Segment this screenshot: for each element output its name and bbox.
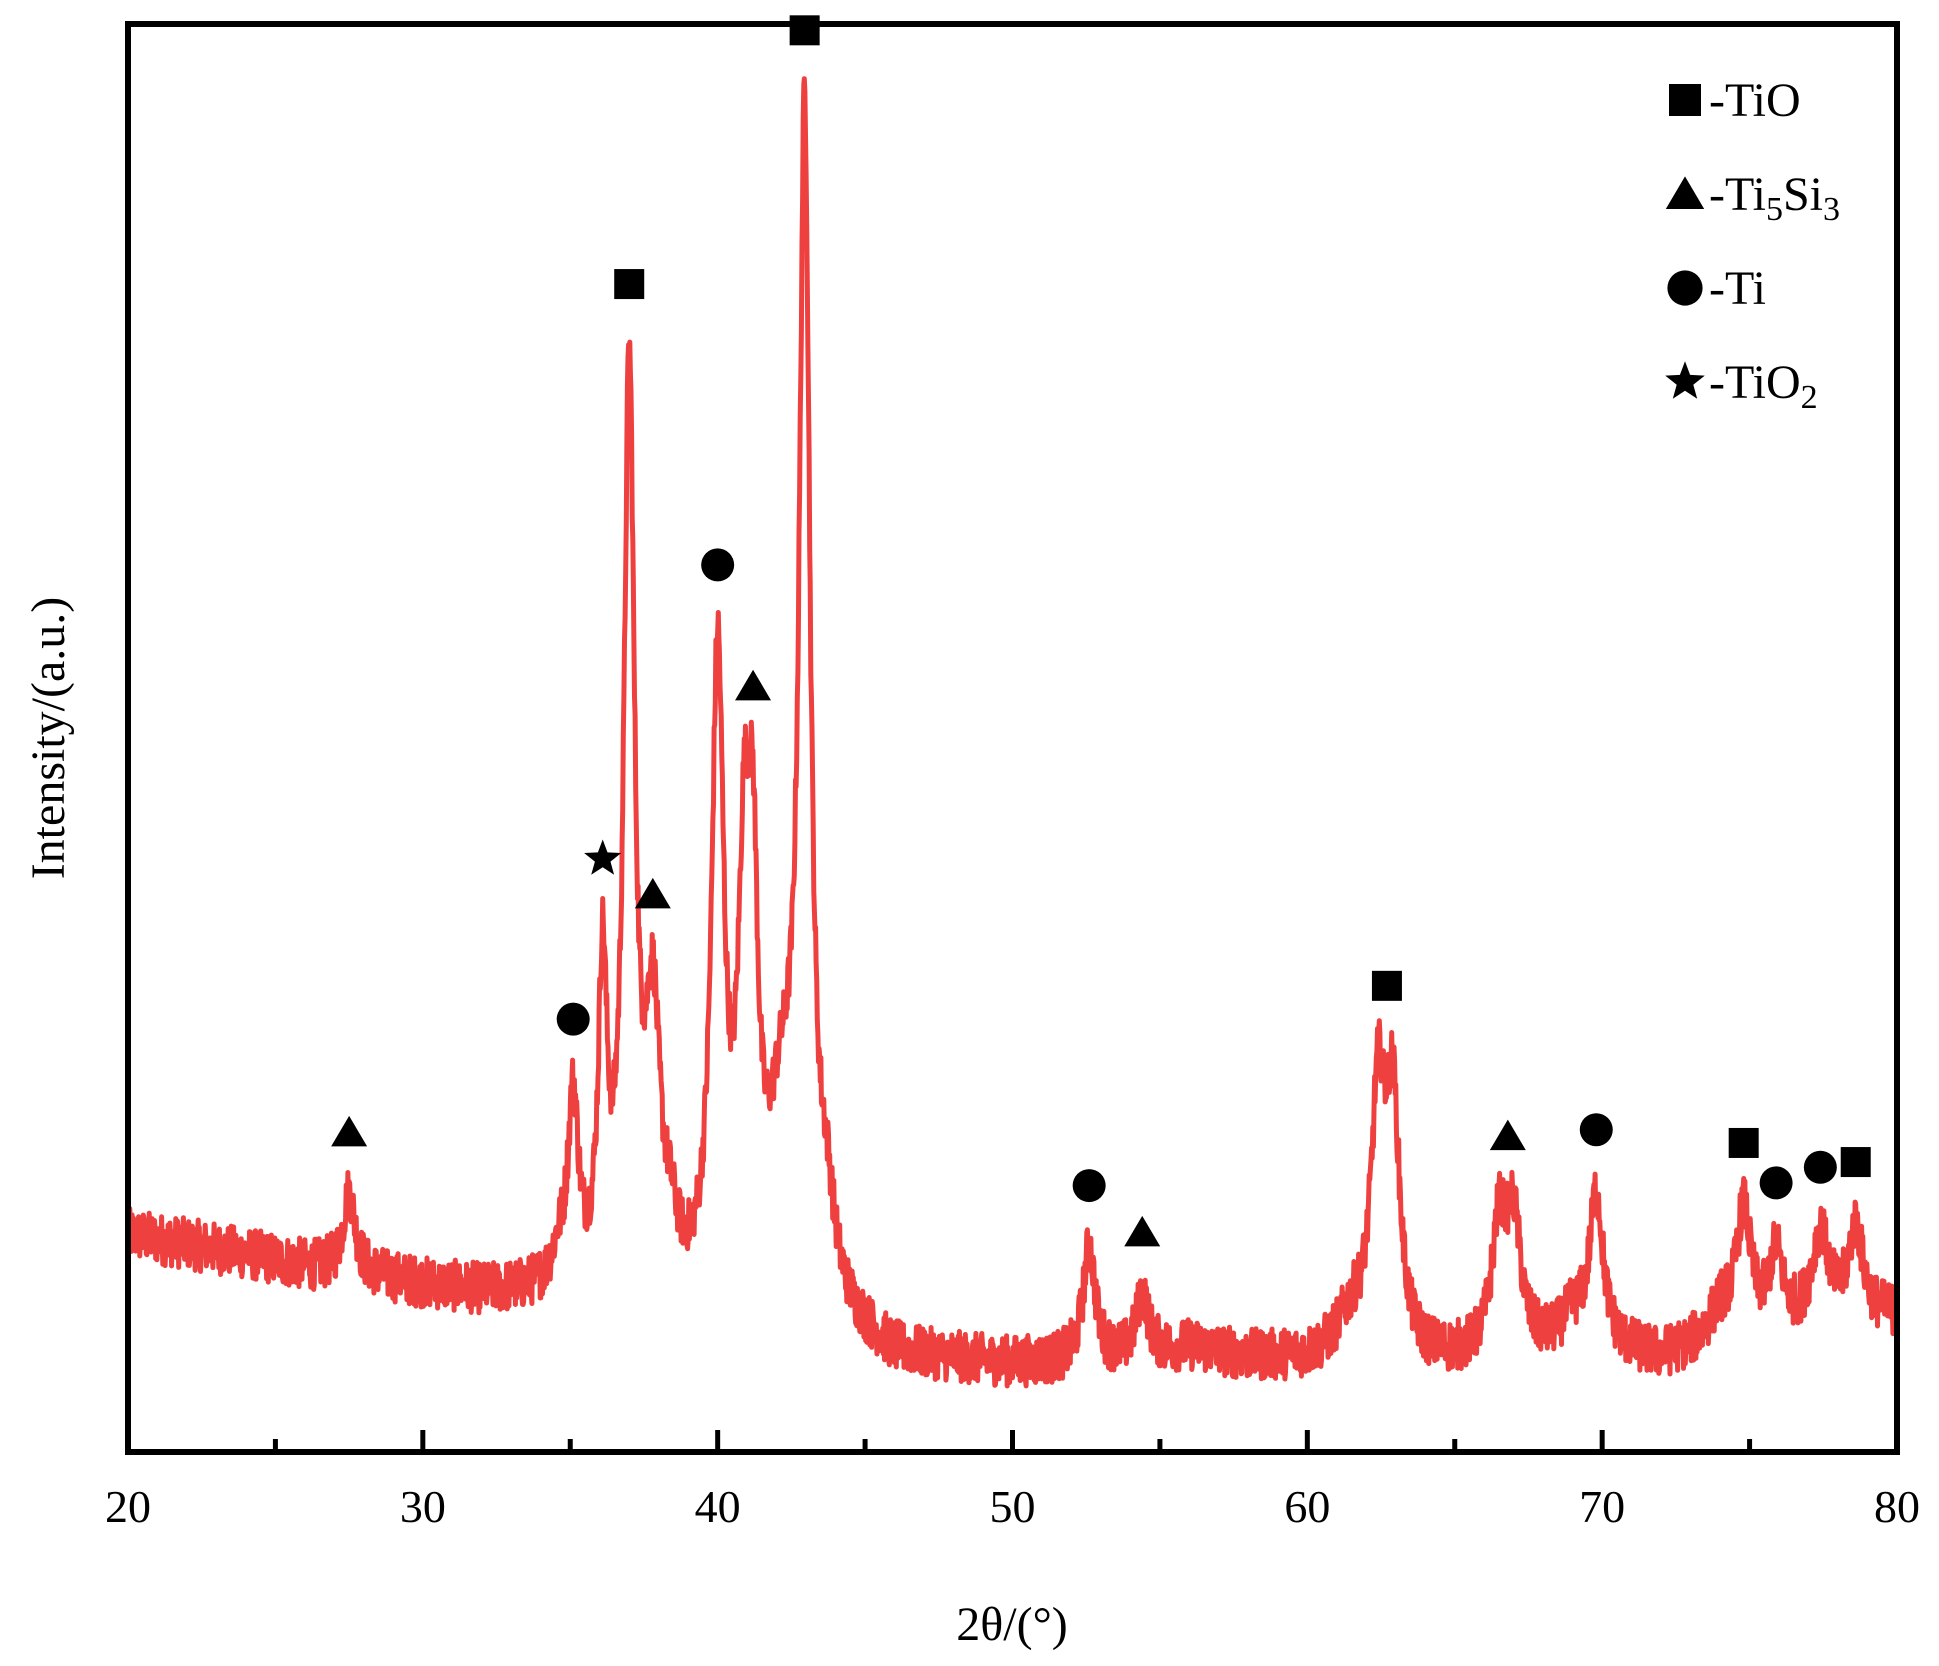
circle-peak-marker: [1803, 1150, 1837, 1184]
x-tick-label: 40: [695, 1481, 741, 1532]
y-axis-title: Intensity/(a.u.): [22, 597, 75, 880]
square-legend-icon: [1669, 84, 1701, 116]
square-peak-marker: [789, 15, 820, 46]
plot-layer: [125, 76, 1900, 1389]
legend-label: -Ti5Si3: [1709, 168, 1840, 228]
x-tick-label: 80: [1874, 1481, 1920, 1532]
xrd-pattern-line: [125, 76, 1900, 1389]
square-peak-marker: [1728, 1127, 1759, 1158]
circle-peak-marker: [1759, 1166, 1793, 1200]
legend: -TiO -Ti5Si3 -Ti -TiO2: [1665, 74, 1840, 416]
triangle-peak-marker: [1124, 1215, 1161, 1247]
square-peak-marker: [1371, 970, 1402, 1001]
circle-legend-icon: [1667, 270, 1703, 306]
triangle-peak-marker: [634, 877, 671, 909]
triangle-legend-icon: [1665, 176, 1705, 209]
x-tick-label: 70: [1579, 1481, 1625, 1532]
x-axis-ticks: 20 30 40 50 60 70 80: [105, 1430, 1920, 1532]
circle-peak-marker: [1579, 1113, 1613, 1147]
x-tick-label: 50: [990, 1481, 1036, 1532]
x-axis-title: 2θ/(°): [956, 1598, 1068, 1651]
triangle-peak-marker: [735, 669, 772, 701]
circle-peak-marker: [1072, 1169, 1106, 1203]
square-peak-marker: [614, 269, 645, 300]
star-peak-marker: [584, 839, 622, 875]
x-tick-label: 20: [105, 1481, 151, 1532]
legend-label: -TiO2: [1709, 356, 1818, 416]
circle-peak-marker: [701, 548, 735, 582]
triangle-peak-marker: [331, 1115, 368, 1147]
x-tick-label: 60: [1284, 1481, 1330, 1532]
square-peak-marker: [1840, 1147, 1871, 1178]
circle-peak-marker: [556, 1002, 590, 1036]
legend-label: -Ti: [1709, 262, 1766, 315]
triangle-peak-marker: [1489, 1119, 1526, 1151]
star-legend-icon: [1665, 361, 1705, 399]
peak-markers: [331, 15, 1871, 1247]
legend-label: -TiO: [1709, 74, 1801, 127]
x-tick-label: 30: [400, 1481, 446, 1532]
